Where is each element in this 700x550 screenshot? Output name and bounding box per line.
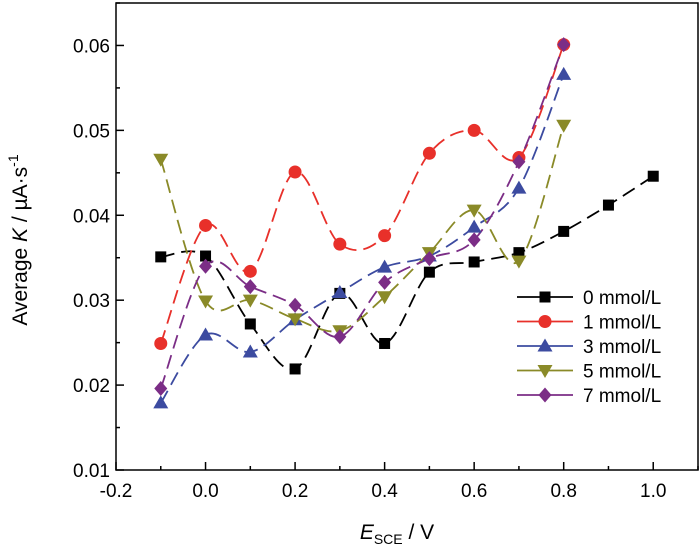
series-line-2 bbox=[160, 73, 565, 404]
series-4-point bbox=[154, 380, 168, 396]
legend-label-3: 5 mmol/L bbox=[583, 362, 661, 383]
legend-label-2: 3 mmol/L bbox=[583, 337, 661, 358]
x-tick-label: 0.6 bbox=[461, 481, 487, 502]
series-0-point bbox=[558, 225, 570, 237]
series-3-point bbox=[377, 291, 393, 305]
series-0-point bbox=[602, 199, 614, 211]
series-2-point bbox=[556, 66, 572, 80]
series-3-point bbox=[511, 255, 527, 269]
x-tick-label: 0.0 bbox=[192, 481, 218, 502]
series-4-point bbox=[199, 258, 213, 274]
x-tick-label: 0.8 bbox=[550, 481, 576, 502]
series-markers bbox=[153, 37, 659, 409]
series-0-point bbox=[513, 247, 525, 259]
axes: -0.2 0.0 0.2 0.4 0.6 0.8 1.0 0.01 0.02 0.03 0.04 0.… bbox=[73, 2, 699, 502]
series-3-point bbox=[556, 119, 572, 133]
series-3-point bbox=[198, 295, 214, 309]
series-4-point bbox=[378, 274, 392, 290]
series-lines bbox=[159, 44, 654, 404]
legend-label-4: 7 mmol/L bbox=[583, 386, 661, 407]
series-2-point bbox=[466, 219, 482, 233]
y-tick-label: 0.05 bbox=[73, 121, 110, 142]
x-tick-label: -0.2 bbox=[100, 481, 133, 502]
y-tick-label: 0.06 bbox=[73, 36, 110, 57]
x-tick-label: 1.0 bbox=[640, 481, 666, 502]
series-4-point bbox=[243, 279, 257, 295]
series-line-4 bbox=[159, 44, 565, 389]
x-axis-label: ESCE / V bbox=[360, 521, 434, 547]
series-2-point bbox=[198, 327, 214, 341]
series-4-point bbox=[557, 37, 571, 53]
series-0-point bbox=[468, 256, 480, 268]
legend-marker-0 bbox=[539, 291, 551, 303]
x-tick-label: 0.4 bbox=[371, 481, 398, 502]
y-tick-label: 0.04 bbox=[73, 206, 110, 227]
legend: 0 mmol/L 1 mmol/L 3 mmol/L 5 mmol/L 7 mmol/L bbox=[517, 288, 661, 407]
series-0-point bbox=[289, 363, 301, 375]
y-tick-label: 0.01 bbox=[73, 461, 110, 482]
series-1-point bbox=[333, 237, 347, 251]
series-2-point bbox=[377, 259, 393, 273]
series-line-3 bbox=[159, 124, 565, 333]
series-2-point bbox=[511, 180, 527, 194]
legend-marker-4 bbox=[538, 387, 552, 403]
series-0-point bbox=[379, 337, 391, 349]
series-3-point bbox=[466, 204, 482, 218]
series-0-point bbox=[244, 318, 256, 330]
series-2-point bbox=[242, 344, 258, 358]
legend-marker-2 bbox=[537, 338, 553, 352]
series-1-point bbox=[467, 123, 481, 137]
legend-label-0: 0 mmol/L bbox=[583, 288, 661, 309]
y-tick-label: 0.02 bbox=[73, 376, 110, 397]
x-tick-label: 0.2 bbox=[282, 481, 308, 502]
series-3-point bbox=[287, 313, 303, 327]
series-1-point bbox=[199, 218, 213, 232]
y-tick-label: 0.03 bbox=[73, 291, 110, 312]
series-4-point bbox=[467, 232, 481, 248]
series-0-point bbox=[155, 251, 167, 263]
series-2-point bbox=[332, 285, 348, 299]
series-4-point bbox=[422, 251, 436, 267]
series-1-point bbox=[288, 165, 302, 179]
series-0-point bbox=[423, 266, 435, 278]
series-3-point bbox=[153, 153, 169, 167]
y-axis-label: Average K / µA·s-1 bbox=[5, 154, 32, 325]
legend-label-1: 1 mmol/L bbox=[583, 313, 661, 334]
legend-marker-1 bbox=[538, 315, 552, 328]
series-1-point bbox=[422, 146, 436, 160]
series-4-point bbox=[333, 329, 347, 345]
series-line-0 bbox=[160, 175, 654, 371]
series-2-point bbox=[153, 395, 169, 409]
legend-marker-3 bbox=[537, 365, 553, 378]
series-1-point bbox=[243, 264, 257, 278]
series-1-point bbox=[378, 229, 392, 243]
series-4-point bbox=[288, 297, 302, 313]
series-4-point bbox=[512, 154, 526, 170]
series-0-point bbox=[200, 250, 212, 262]
series-3-point bbox=[242, 294, 258, 308]
plot-frame bbox=[115, 2, 699, 471]
series-1-point bbox=[154, 336, 168, 350]
series-0-point bbox=[647, 170, 659, 182]
